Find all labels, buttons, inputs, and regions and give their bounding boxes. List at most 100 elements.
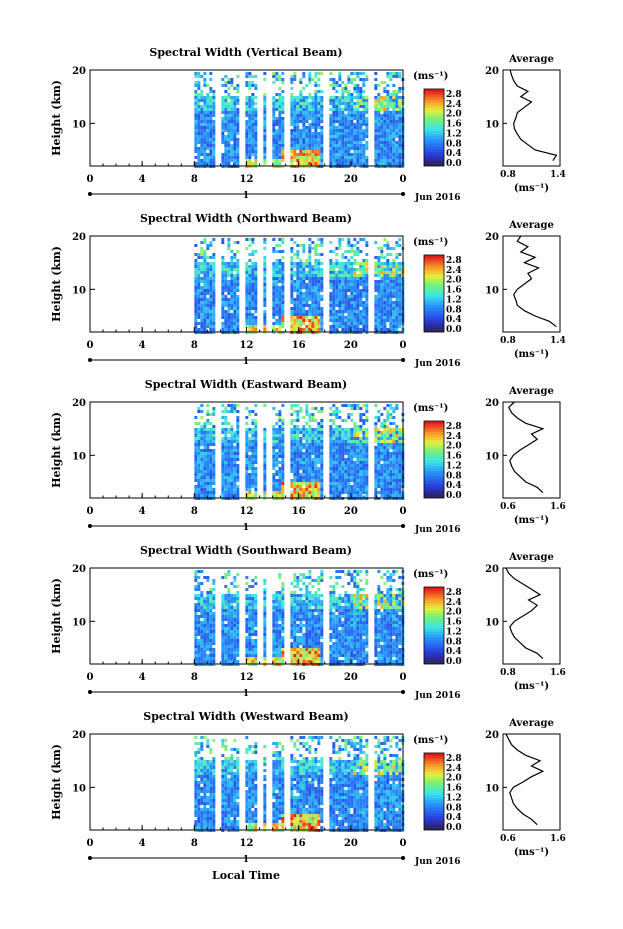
colorbar-tick-label: 2.8 [446,754,462,764]
x-tick-label: 0 [87,838,94,849]
average-frame [502,567,561,665]
average-title: Average [508,552,554,563]
colorbar-tick-label: 2.0 [446,774,462,784]
colorbar-floor [424,826,444,830]
average-profile: Average 10 20 0.8 1.4(ms⁻¹) [485,220,566,360]
date-axis-start [88,358,92,362]
average-line [505,567,544,660]
date-axis-end [401,192,405,196]
x-tick-label: 12 [240,838,254,849]
colorbar: (ms⁻¹) 2.82.42.01.61.20.80.40.0 [413,403,462,501]
day-label: 1 [243,855,249,865]
colorbar-unit: (ms⁻¹) [413,735,448,746]
average-x-label: (ms⁻¹) [514,681,549,692]
colorbar-tick-label: 0.4 [446,813,462,823]
average-y-tick-label: 20 [485,564,499,575]
colorbar-frame [423,586,445,665]
panel-2: Spectral Width (Northward Beam) Height (k… [50,212,566,369]
day-label: 1 [243,357,249,367]
heatmap-cells [194,238,405,334]
y-axis-label: Height (km) [50,412,63,488]
average-x-label: (ms⁻¹) [514,183,549,194]
colorbar-floor [424,660,444,664]
x-tick-label: 0 [400,506,407,517]
y-axis-label: Height (km) [50,578,63,654]
x-tick-label: 12 [240,174,254,185]
heatmap-cells [194,570,405,666]
colorbar: (ms⁻¹) 2.82.42.01.61.20.80.40.0 [413,71,462,169]
average-profile: Average 10 20 0.8 1.4(ms⁻¹) [485,54,566,194]
x-tick-label: 16 [292,340,306,351]
average-title: Average [508,220,554,231]
average-x-tick-label: 0.8 [500,170,516,180]
x-tick-label: 16 [292,672,306,683]
colorbar-tick-label: 0.0 [446,159,462,169]
panel-title: Spectral Width (Southward Beam) [140,544,352,557]
average-profile: Average 10 20 0.6 1.6(ms⁻¹) [485,386,566,526]
average-frame [502,235,561,333]
average-line [509,69,558,162]
average-y-tick-label: 10 [485,783,499,794]
x-tick-label: 20 [344,340,358,351]
x-tick-label: 12 [240,672,254,683]
x-tick-label: 0 [87,506,94,517]
colorbar-floor [424,494,444,498]
x-tick-label: 8 [191,506,198,517]
day-label: 1 [243,689,249,699]
x-axis-label: Local Time [212,869,280,882]
average-x-tick-label: 1.6 [550,502,566,512]
average-profile: Average 10 20 0.8 1.6(ms⁻¹) [485,552,566,692]
average-title: Average [508,718,554,729]
average-x-label: (ms⁻¹) [514,349,549,360]
x-tick-label: 0 [400,838,407,849]
panel-title: Spectral Width (Northward Beam) [140,212,352,225]
date-axis-end [401,856,405,860]
average-x-label: (ms⁻¹) [514,515,549,526]
y-axis-label: Height (km) [50,80,63,156]
colorbar-tick-label: 0.0 [446,823,462,833]
panel-4: Spectral Width (Southward Beam) Height (k… [50,544,566,701]
date-label: Jun 2016 [414,193,461,203]
x-tick-label: 4 [139,506,146,517]
date-label: Jun 2016 [414,857,461,867]
average-frame [502,401,561,499]
average-frame [502,733,561,831]
day-label: 1 [243,523,249,533]
average-y-tick-label: 10 [485,119,499,130]
x-tick-label: 12 [240,506,254,517]
colorbar-tick-label: 0.4 [446,481,462,491]
average-x-label: (ms⁻¹) [514,847,549,858]
colorbar-unit: (ms⁻¹) [413,71,448,82]
x-tick-label: 4 [139,340,146,351]
y-axis-label: Height (km) [50,246,63,322]
colorbar-tick-label: 1.2 [446,793,462,803]
date-label: Jun 2016 [414,525,461,535]
colorbar-tick-label: 2.8 [446,588,462,598]
x-tick-label: 0 [87,672,94,683]
date-axis-start [88,856,92,860]
average-y-tick-label: 20 [485,398,499,409]
colorbar-tick-label: 1.2 [446,461,462,471]
average-frame [502,69,561,167]
colorbar-tick-label: 0.8 [446,637,462,647]
y-tick-label: 20 [72,398,86,409]
date-axis-end [401,524,405,528]
average-profile: Average 10 20 0.6 1.6(ms⁻¹) [485,718,566,858]
panel-1: Spectral Width (Vertical Beam) Height (km… [50,46,566,203]
panel-title: Spectral Width (Vertical Beam) [149,46,342,59]
y-tick-label: 10 [72,617,86,628]
colorbar-tick-label: 0.8 [446,305,462,315]
colorbar-tick-label: 2.0 [446,442,462,452]
colorbar-tick-label: 0.8 [446,803,462,813]
colorbar-tick-label: 2.8 [446,256,462,266]
y-tick-label: 20 [72,66,86,77]
y-tick-label: 20 [72,232,86,243]
panel-title: Spectral Width (Eastward Beam) [145,378,347,391]
y-tick-label: 10 [72,451,86,462]
x-tick-label: 20 [344,838,358,849]
average-line [507,401,545,494]
colorbar-tick-label: 1.6 [446,120,462,130]
x-tick-label: 0 [87,174,94,185]
average-y-tick-label: 20 [485,232,499,243]
colorbar-unit: (ms⁻¹) [413,569,448,580]
